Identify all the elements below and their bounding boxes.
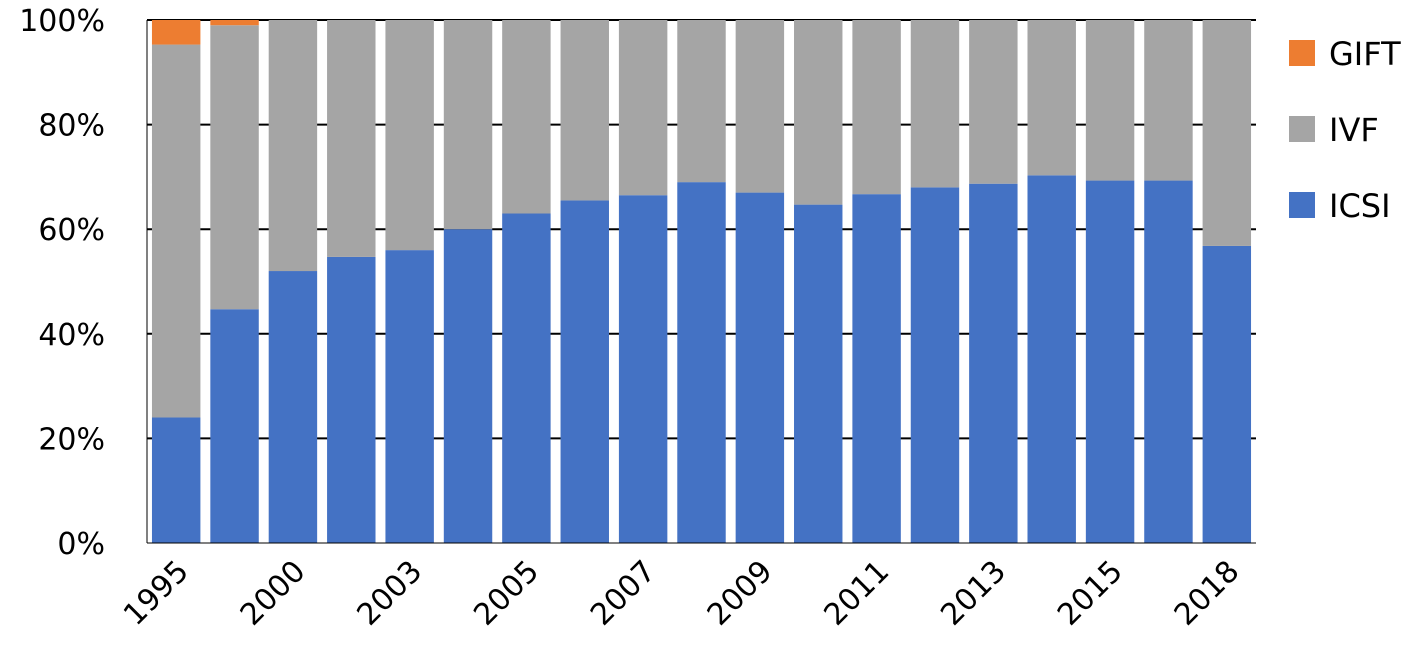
bar-ivf [502,20,551,214]
bar-icsi [794,204,843,543]
y-tick-label: 100% [19,4,105,39]
y-tick-label: 80% [38,109,105,144]
x-tick-label: 2009 [701,554,780,633]
bar-ivf [969,20,1018,184]
bar-ivf [852,20,901,195]
axes [146,20,1256,544]
bar-icsi [735,192,785,543]
bar-ivf [677,20,726,183]
y-tick-label: 40% [38,318,105,353]
x-tick-label: 1995 [117,554,196,633]
x-tick-label: 2018 [1168,554,1247,633]
bar-ivf [1085,20,1135,181]
bar-ivf [1027,20,1076,176]
legend-swatch-gift [1289,40,1315,66]
bar-icsi [1202,245,1252,543]
bar-icsi [268,271,318,543]
x-tick-label: 2015 [1051,554,1130,633]
bar-icsi [210,309,259,543]
bar-icsi [618,195,668,543]
bar-gift [210,20,259,26]
x-tick-label: 2011 [818,554,897,633]
bar-ivf [151,44,201,418]
bar-icsi [560,200,609,543]
bar-ivf [443,20,493,230]
bar-icsi [677,182,726,543]
bar-ivf [327,20,376,257]
bar-icsi [385,250,434,543]
bar-icsi [502,213,551,543]
bar-ivf [618,20,668,196]
bar-icsi [443,229,493,543]
bar-icsi [969,183,1018,543]
x-tick-label: 2005 [467,554,546,633]
bar-icsi [327,256,376,543]
legend-swatch-ivf [1289,116,1315,142]
legend-label-icsi: ICSI [1329,187,1391,225]
y-tick-label: 20% [38,422,105,457]
y-tick-labels: 0% 20% 40% 60% 80% 100% [19,4,105,562]
bar-ivf [385,20,434,251]
bar-icsi [910,187,960,544]
bar-ivf [268,20,318,272]
bar-ivf [794,20,843,205]
bar-ivf [910,20,960,188]
bar-icsi [1027,175,1076,543]
bar-ivf [735,20,785,193]
bar-ivf [210,25,259,310]
legend-label-ivf: IVF [1329,111,1379,149]
y-tick-label: 0% [57,527,105,562]
legend-label-gift: GIFT [1329,35,1401,73]
bars [151,20,1252,544]
x-tick-labels: 1995 2000 2003 2005 2007 2009 2011 2013 2015 2018 [117,554,1246,633]
x-tick-label: 2007 [584,554,663,633]
legend-swatch-icsi [1289,192,1315,218]
bar-icsi [1085,180,1135,543]
bar-gift [151,20,201,45]
legend: GIFT IVF ICSI [1289,35,1401,225]
bar-icsi [1144,180,1193,543]
bar-icsi [151,417,201,543]
bar-ivf [1144,20,1193,181]
x-tick-label: 2013 [934,554,1013,633]
bar-icsi [852,194,901,543]
bar-ivf [1202,20,1252,246]
x-tick-label: 2003 [351,554,430,633]
y-tick-label: 60% [38,213,105,248]
x-tick-label: 2000 [234,554,313,633]
bar-ivf [560,20,609,201]
